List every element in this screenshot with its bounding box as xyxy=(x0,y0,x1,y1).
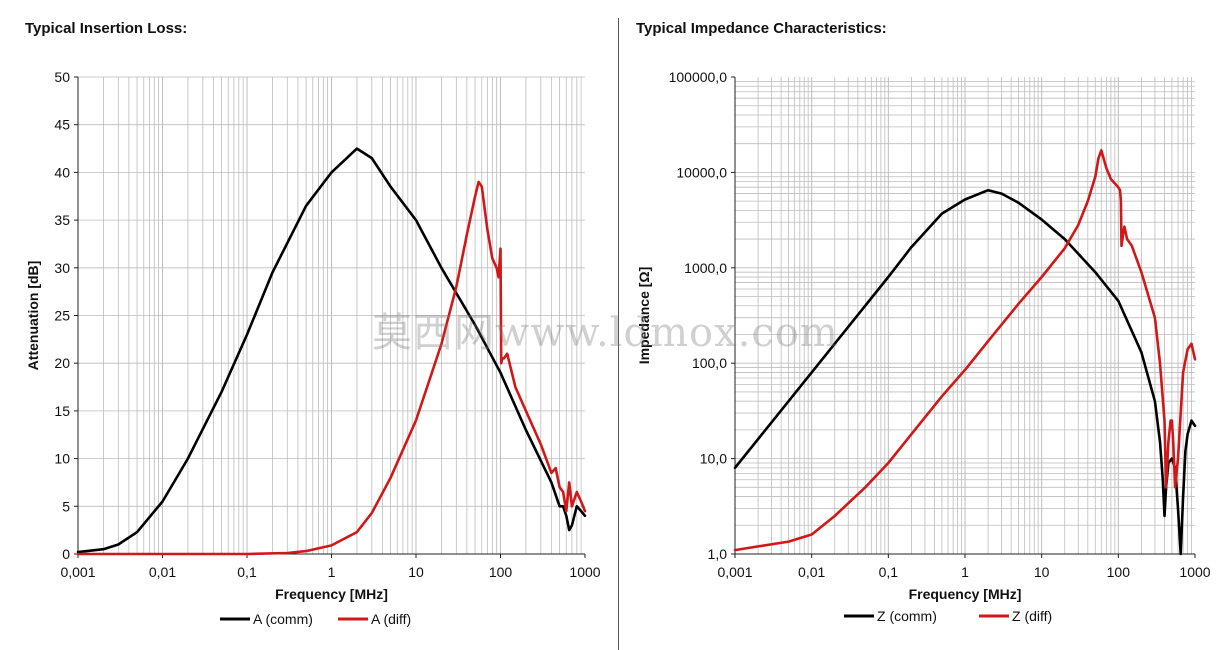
y-tick-label: 10,0 xyxy=(700,451,727,467)
panel-divider xyxy=(618,18,619,650)
legend-label-comm: Z (comm) xyxy=(877,608,937,624)
y-tick-label: 10 xyxy=(54,451,70,467)
x-tick-label: 0,001 xyxy=(60,564,95,580)
series-line-comm xyxy=(733,188,1197,556)
series-line-diff xyxy=(76,180,587,556)
x-tick-label: 10 xyxy=(1034,564,1050,580)
y-tick-label: 15 xyxy=(54,403,70,419)
y-tick-label: 100,0 xyxy=(692,355,727,371)
y-tick-label: 10000,0 xyxy=(676,164,727,180)
x-grid xyxy=(734,77,1192,554)
y-tick-label: 30 xyxy=(54,260,70,276)
y-tick-label: 1,0 xyxy=(708,546,728,562)
y-axis-title: Impedance [Ω] xyxy=(636,267,652,365)
x-tick-label: 1 xyxy=(961,564,969,580)
y-tick-label: 45 xyxy=(54,117,70,133)
legend-label-comm: A (comm) xyxy=(253,611,313,627)
y-grid xyxy=(735,80,1195,555)
y-tick-label: 20 xyxy=(54,355,70,371)
y-tick-label: 25 xyxy=(54,308,70,324)
y-tick-label: 100000,0 xyxy=(669,69,728,85)
y-tick-label: 40 xyxy=(54,164,70,180)
series-line-comm xyxy=(76,147,587,554)
insertion-loss-title: Typical Insertion Loss: xyxy=(25,20,188,37)
series-line-diff xyxy=(733,149,1197,552)
x-tick-label: 100 xyxy=(1107,564,1131,580)
y-tick-label: 50 xyxy=(54,69,70,85)
legend-label-diff: A (diff) xyxy=(371,611,411,627)
y-tick-label: 1000,0 xyxy=(684,260,727,276)
y-tick-label: 0 xyxy=(62,546,70,562)
x-tick-label: 100 xyxy=(489,564,513,580)
x-tick-label: 0,001 xyxy=(717,564,752,580)
x-tick-label: 0,1 xyxy=(237,564,257,580)
x-axis-title: Frequency [MHz] xyxy=(275,586,388,602)
x-tick-label: 1 xyxy=(328,564,336,580)
x-tick-label: 10 xyxy=(408,564,424,580)
x-tick-label: 0,01 xyxy=(149,564,176,580)
x-tick-label: 0,01 xyxy=(798,564,825,580)
x-tick-label: 1000 xyxy=(569,564,600,580)
impedance-chart: 0,001 0,01 0,1 1 10 100 1000 1,0 10,0 100,0 1000,0… xyxy=(636,69,1211,624)
x-tick-label: 0,1 xyxy=(879,564,899,580)
insertion-loss-chart: 0,001 0,01 0,1 1 10 100 1000 0 5 10 15 20 25 30 35 40 45… xyxy=(25,69,601,627)
y-tick-label: 35 xyxy=(54,212,70,228)
impedance-title: Typical Impedance Characteristics: xyxy=(636,20,887,37)
y-tick-label: 5 xyxy=(62,498,70,514)
y-axis-title: Attenuation [dB] xyxy=(25,261,41,371)
x-tick-label: 1000 xyxy=(1179,564,1210,580)
legend-label-diff: Z (diff) xyxy=(1012,608,1052,624)
x-axis-title: Frequency [MHz] xyxy=(909,586,1022,602)
